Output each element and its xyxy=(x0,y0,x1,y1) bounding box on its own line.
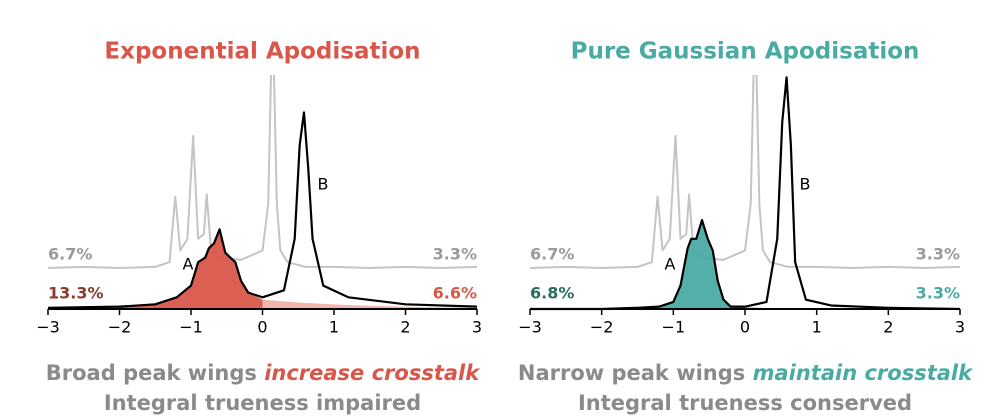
annotation: B xyxy=(800,175,811,194)
annotation: 6.7% xyxy=(48,245,92,264)
caption-text: Narrow peak wings xyxy=(518,361,753,385)
peak-area xyxy=(262,299,477,309)
annotation: 6.7% xyxy=(530,245,574,264)
x-tick-label: −3 xyxy=(36,318,60,337)
chart-title: Pure Gaussian Apodisation xyxy=(571,39,920,65)
x-tick-label: 1 xyxy=(812,318,822,337)
x-tick-label: 0 xyxy=(740,318,750,337)
annotation: 13.3% xyxy=(48,284,104,303)
annotation: A xyxy=(665,255,676,274)
caption-highlight: increase crosstalk xyxy=(264,361,481,385)
panel: Pure Gaussian Apodisation −3 −2 −1 0 1 2 3 6.7% 3… xyxy=(518,39,974,416)
caption-line2: Integral trueness conserved xyxy=(578,391,912,415)
annotation: 6.6% xyxy=(433,284,477,303)
caption: Narrow peak wings maintain crosstalk xyxy=(518,361,974,385)
annotation: B xyxy=(318,175,329,194)
x-tick-label: −3 xyxy=(518,318,542,337)
annotation: 3.3% xyxy=(916,245,960,264)
annotation: 3.3% xyxy=(916,284,960,303)
x-tick-label: 3 xyxy=(955,318,965,337)
annotation: A xyxy=(183,255,194,274)
x-tick-label: 1 xyxy=(329,318,339,337)
caption-highlight: maintain crosstalk xyxy=(753,361,975,385)
spectrum-line xyxy=(48,111,477,309)
caption-text: Broad peak wings xyxy=(46,361,264,385)
chart-title: Exponential Apodisation xyxy=(104,39,420,65)
caption-line2: Integral trueness impaired xyxy=(104,391,421,415)
peak-area xyxy=(530,220,745,309)
plot xyxy=(48,75,477,309)
annotation: 6.8% xyxy=(530,284,574,303)
spectrum-line xyxy=(530,76,960,311)
x-tick-label: 0 xyxy=(257,318,267,337)
x-tick-label: 2 xyxy=(883,318,893,337)
x-tick-label: −1 xyxy=(662,318,686,337)
panel: Exponential Apodisation −3 −2 −1 0 1 2 3 6.7% 3.3… xyxy=(36,39,482,416)
x-tick-label: 2 xyxy=(400,318,410,337)
x-tick-label: −1 xyxy=(179,318,203,337)
annotation: 3.3% xyxy=(433,245,477,264)
x-tick-label: −2 xyxy=(590,318,614,337)
x-tick-label: −2 xyxy=(108,318,132,337)
x-tick-label: 3 xyxy=(472,318,482,337)
caption: Broad peak wings increase crosstalk xyxy=(46,361,481,385)
